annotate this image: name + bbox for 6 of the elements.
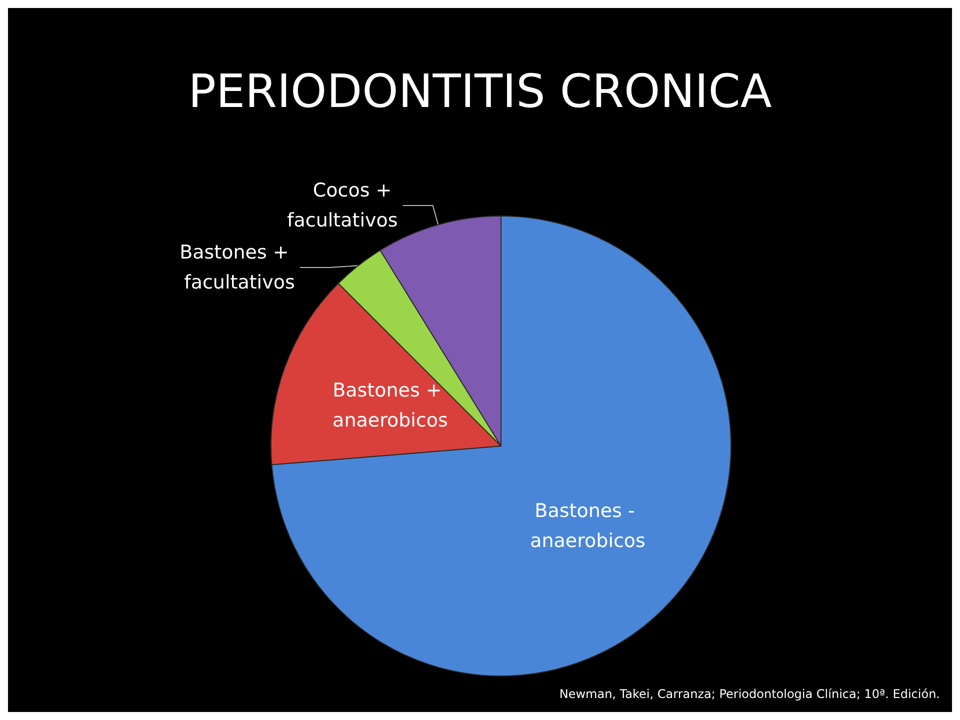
slice-label: Bastones + anaerobicos xyxy=(332,379,448,432)
slice-label: Bastones + facultativos xyxy=(180,241,295,294)
slice-label: Cocos + facultativos xyxy=(287,179,398,232)
slice-label: Bastones - anaerobicos xyxy=(530,500,646,552)
chart-title: PERIODONTITIS CRONICA xyxy=(188,64,772,118)
text: Newman, Takei, Carranza; Periodontologia Clínica; 10ª. Edición. xyxy=(559,687,940,701)
